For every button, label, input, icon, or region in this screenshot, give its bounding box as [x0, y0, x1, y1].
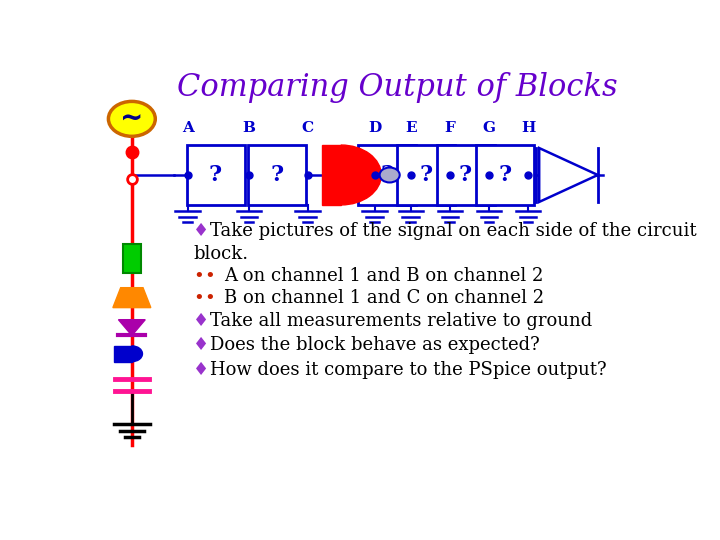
Bar: [186, 145, 245, 205]
Text: ♦: ♦: [193, 361, 210, 380]
Text: Take all measurements relative to ground: Take all measurements relative to ground: [210, 312, 593, 329]
Bar: [359, 145, 416, 205]
Text: ?: ?: [381, 164, 394, 186]
Circle shape: [109, 102, 156, 136]
Text: G: G: [482, 120, 495, 134]
Text: ~: ~: [120, 105, 143, 133]
Text: A on channel 1 and B on channel 2: A on channel 1 and B on channel 2: [224, 267, 544, 285]
Text: •: •: [193, 289, 204, 307]
Bar: [322, 145, 341, 205]
Text: •: •: [204, 267, 215, 285]
Text: C: C: [302, 120, 314, 134]
Text: ♦: ♦: [193, 312, 210, 329]
Polygon shape: [119, 320, 145, 335]
Text: block.: block.: [193, 245, 248, 263]
Bar: [397, 145, 456, 205]
Text: F: F: [444, 120, 455, 134]
Text: ?: ?: [498, 164, 511, 186]
Text: H: H: [521, 120, 535, 134]
Bar: [123, 244, 141, 273]
Text: ♦: ♦: [193, 222, 210, 240]
Text: A: A: [181, 120, 194, 134]
Text: Does the block behave as expected?: Does the block behave as expected?: [210, 336, 540, 354]
Text: ?: ?: [420, 164, 433, 186]
Text: E: E: [405, 120, 417, 134]
Bar: [248, 145, 306, 205]
Text: •: •: [204, 289, 215, 307]
Text: ♦: ♦: [193, 336, 210, 354]
Polygon shape: [539, 148, 598, 202]
Text: Comparing Output of Blocks: Comparing Output of Blocks: [176, 72, 617, 103]
Text: D: D: [368, 120, 381, 134]
Wedge shape: [132, 346, 143, 362]
Text: B on channel 1 and C on channel 2: B on channel 1 and C on channel 2: [224, 289, 544, 307]
Bar: [436, 145, 495, 205]
Text: Take pictures of the signal on each side of the circuit: Take pictures of the signal on each side…: [210, 222, 696, 240]
Polygon shape: [113, 288, 150, 308]
Text: •: •: [193, 267, 204, 285]
Circle shape: [379, 167, 400, 183]
Text: B: B: [243, 120, 256, 134]
Bar: [476, 145, 534, 205]
Bar: [114, 346, 132, 362]
Text: ?: ?: [459, 164, 472, 186]
Text: How does it compare to the PSpice output?: How does it compare to the PSpice output…: [210, 361, 606, 380]
Wedge shape: [341, 145, 382, 205]
Text: ?: ?: [209, 164, 222, 186]
Text: ?: ?: [271, 164, 284, 186]
